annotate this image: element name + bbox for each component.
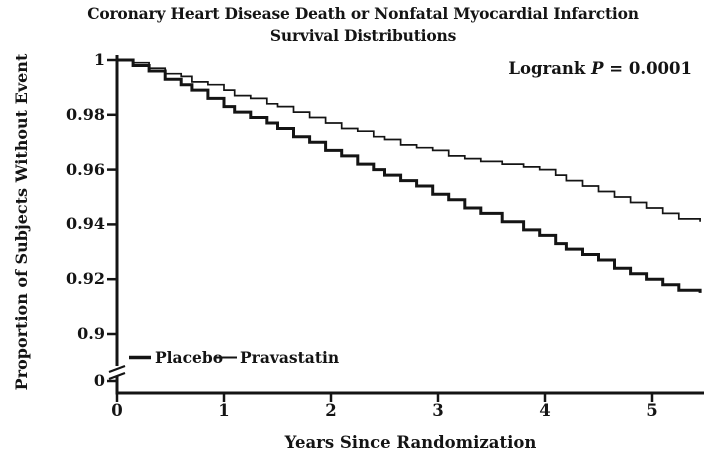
x-tick-label-0: 0: [111, 401, 123, 420]
axis-break-gap: [113, 366, 121, 376]
legend-label-pravastatin: Pravastatin: [240, 348, 340, 367]
axis-break-slash: [108, 371, 126, 381]
x-tick-label-2: 2: [325, 401, 337, 420]
y-tick-label-098: 0.98: [66, 105, 105, 124]
x-tick-label-4: 4: [539, 401, 551, 420]
logrank-p-symbol: P: [591, 59, 604, 78]
y-tick-label-096: 0.96: [66, 160, 105, 179]
x-axis-label: Years Since Randomization: [284, 433, 537, 452]
chart-subtitle: Survival Distributions: [269, 26, 457, 45]
axis-break-slash: [108, 364, 126, 374]
y-tick-label-0: 0: [93, 371, 105, 390]
chart-title: Coronary Heart Disease Death or Nonfatal…: [87, 4, 639, 23]
y-tick-label-09: 0.9: [77, 324, 105, 343]
y-tick-label-1: 1: [93, 50, 105, 69]
logrank-annotation: Logrank P = 0.0001: [508, 59, 692, 78]
x-tick-label-3: 3: [432, 401, 444, 420]
logrank-value: = 0.0001: [603, 59, 692, 78]
placebo-survival-curve: [117, 58, 702, 293]
logrank-prefix: Logrank: [508, 59, 592, 78]
y-tick-label-092: 0.92: [66, 269, 105, 288]
y-tick-label-094: 0.94: [66, 214, 105, 233]
x-tick-label-5: 5: [646, 401, 658, 420]
legend-label-placebo: Placebo: [155, 348, 224, 367]
x-tick-label-1: 1: [218, 401, 230, 420]
pravastatin-survival-curve: [117, 59, 701, 222]
